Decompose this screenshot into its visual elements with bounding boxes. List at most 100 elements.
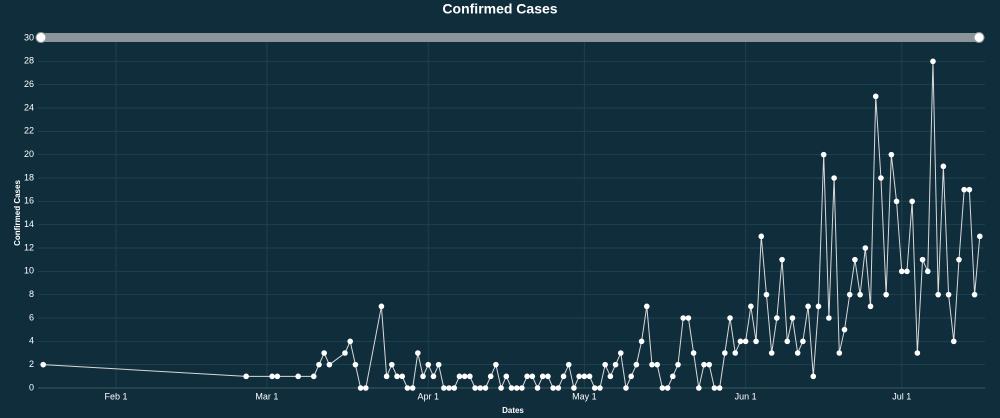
data-point [326,361,333,368]
data-point [430,373,437,380]
data-point [539,373,546,380]
data-point [274,373,281,380]
data-point [482,385,489,391]
data-point [560,373,567,380]
data-point [487,373,494,380]
slider-handle-right[interactable] [973,32,985,43]
y-tick-label: 18 [24,172,34,182]
data-point [893,198,900,205]
y-tick-label: 22 [24,126,34,136]
data-point [623,385,629,391]
data-point [451,385,458,391]
data-point [774,315,780,321]
data-point [659,385,666,391]
y-tick-label: 28 [24,56,34,66]
data-point [748,303,754,310]
data-point [389,361,395,368]
x-tick-label: Jul 1 [892,391,911,401]
data-point [961,186,967,193]
data-point [904,268,910,275]
data-point [815,303,822,310]
data-point [628,373,634,380]
data-point [940,163,947,170]
data-point [581,373,588,380]
y-tick-label: 20 [24,149,34,159]
data-point [836,350,843,356]
data-point [826,315,832,321]
range-slider[interactable] [38,33,981,42]
data-point [508,385,515,391]
data-point [935,291,941,298]
y-tick-label: 2 [29,359,34,369]
data-point [722,350,728,356]
x-tick-label: Apr 1 [417,391,439,401]
data-point [399,373,406,380]
data-point [685,315,692,321]
y-tick-label: 26 [24,79,34,89]
data-point [357,385,364,391]
data-point [40,361,47,368]
data-point [347,338,353,345]
data-point [919,256,926,263]
data-point [477,385,484,391]
data-line [43,61,981,390]
data-point [534,385,541,391]
data-point [664,385,671,391]
data-point [670,373,676,380]
data-point [545,373,551,380]
data-point [862,245,869,251]
data-point [649,361,655,368]
data-point [513,385,520,391]
data-point [591,385,598,391]
data-point [742,338,749,345]
y-tick-label: 24 [24,102,34,112]
data-point [310,373,317,380]
slider-handle-left[interactable] [35,32,47,43]
y-tick-label: 16 [24,196,34,206]
data-point [493,361,499,368]
data-point [394,373,400,380]
data-point [971,291,978,298]
data-point [909,198,915,205]
data-point [732,350,739,356]
data-point [597,385,603,391]
data-point [680,315,687,321]
x-axis-title: Dates [502,406,524,415]
data-point [820,151,827,158]
data-point [643,303,650,310]
data-point [633,361,640,368]
data-point [498,385,504,391]
y-tick-label: 10 [24,266,34,276]
data-point [789,315,796,321]
x-tick-label: May 1 [572,391,597,401]
data-point [602,361,608,368]
x-tick-label: Feb 1 [105,391,128,401]
data-point [352,361,359,368]
data-point [716,385,723,391]
data-point [701,361,707,368]
data-point [898,268,905,275]
y-tick-label: 12 [24,242,34,252]
data-point [794,350,801,356]
y-tick-label: 30 [24,32,34,42]
data-point [321,350,327,356]
data-point [878,175,884,181]
data-point [930,58,936,65]
data-point [612,361,619,368]
data-point [758,233,765,240]
data-point [800,338,806,345]
data-point [888,151,895,158]
data-point [883,291,889,298]
data-point [409,385,416,391]
data-point [956,256,962,263]
data-point [576,373,582,380]
data-point [550,385,556,391]
data-point [404,385,411,391]
chart-title: Confirmed Cases [442,1,557,17]
data-point [342,350,348,356]
data-point [519,385,525,391]
data-point [779,256,785,263]
